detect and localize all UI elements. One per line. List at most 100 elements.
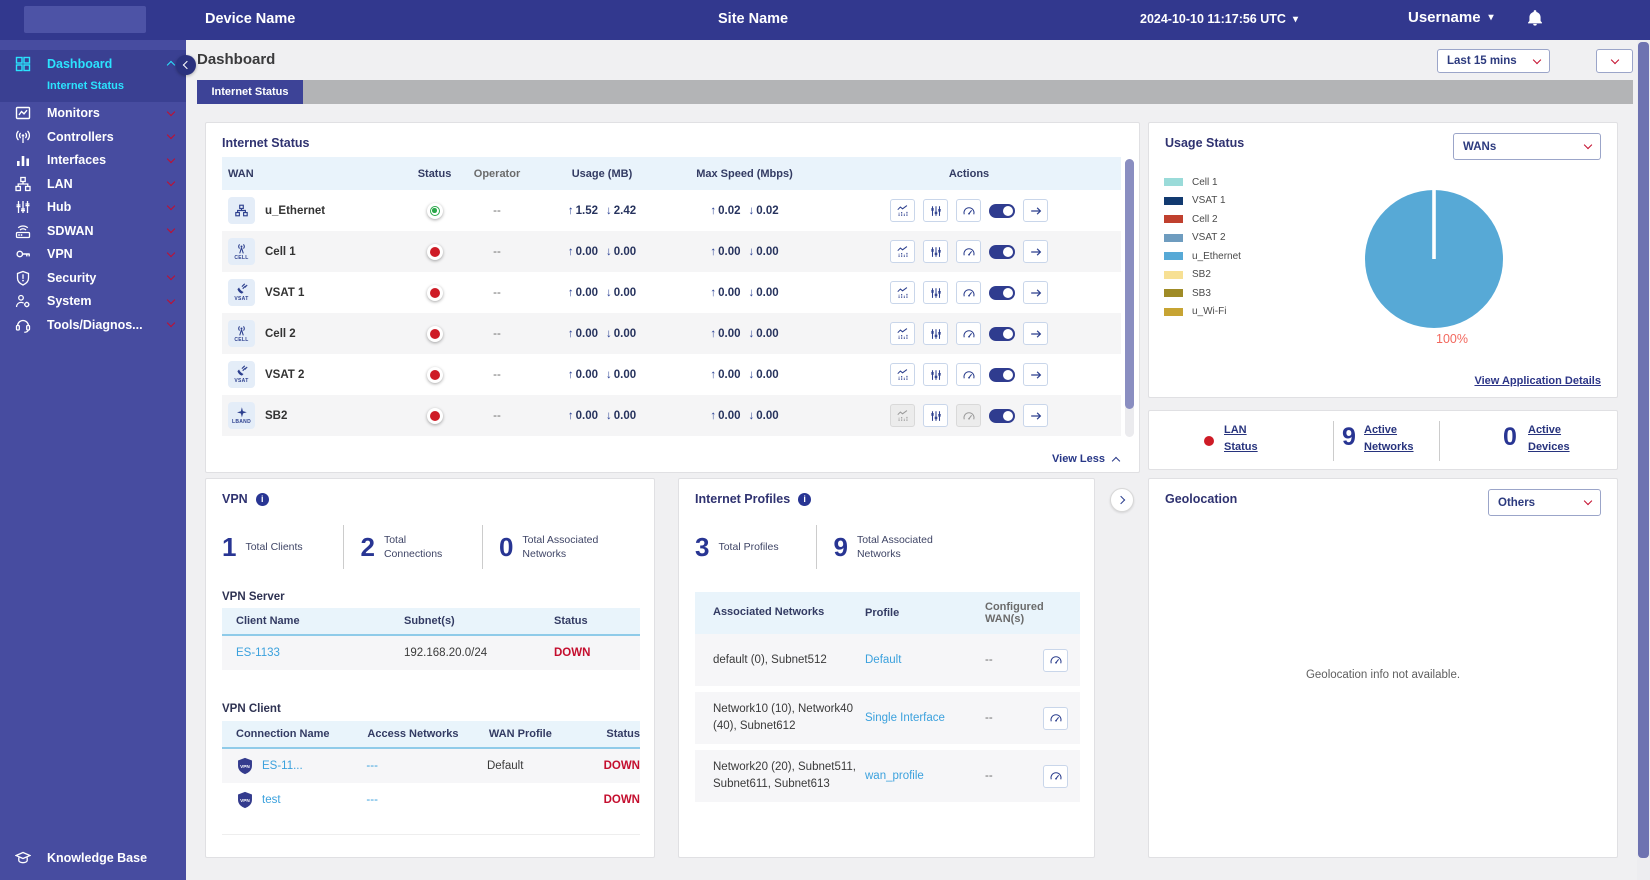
divider: [343, 525, 345, 569]
legend-item-cell-2: Cell 2: [1164, 210, 1241, 229]
enable-toggle[interactable]: [989, 203, 1015, 218]
geolocation-filter-select[interactable]: Others: [1488, 489, 1601, 516]
gauge-action-button[interactable]: [956, 363, 981, 386]
expand-profiles-button[interactable]: [1110, 488, 1134, 512]
sidebar-item-label: Controllers: [47, 129, 114, 144]
wan-name: Cell 2: [265, 327, 296, 340]
details-arrow-button[interactable]: [1023, 404, 1048, 427]
status-cell: [407, 202, 462, 219]
chevron-down-icon: [166, 154, 176, 163]
sidebar-item-vpn[interactable]: VPN: [0, 243, 186, 267]
username-menu[interactable]: Username ▾: [1408, 9, 1494, 26]
connection-name-link[interactable]: test: [262, 794, 281, 806]
connection-name-link[interactable]: ES-11...: [262, 760, 303, 772]
details-arrow-button[interactable]: [1023, 199, 1048, 222]
sidebar-item-dashboard[interactable]: Dashboard: [0, 52, 186, 76]
legend-item-sb3: SB3: [1164, 284, 1241, 303]
profile-link[interactable]: wan_profile: [865, 770, 924, 782]
username-label: Username: [1408, 9, 1481, 26]
gauge-action-button[interactable]: [956, 240, 981, 263]
operator-cell: --: [493, 245, 501, 258]
details-arrow-button[interactable]: [1023, 322, 1048, 345]
sliders-action-button[interactable]: [923, 199, 948, 222]
enable-toggle[interactable]: [989, 367, 1015, 382]
sliders-action-button[interactable]: [923, 322, 948, 345]
top-header: Device Name Site Name 2024-10-10 11:17:5…: [0, 0, 1650, 40]
page-scrollbar-thumb[interactable]: [1638, 42, 1649, 858]
sidebar-item-hub[interactable]: Hub: [0, 196, 186, 220]
sidebar-item-label: Interfaces: [47, 153, 107, 168]
chevron-down-icon: ▾: [1488, 12, 1494, 23]
legend-label: VSAT 2: [1192, 232, 1226, 244]
table-scrollbar: [1125, 159, 1134, 437]
sidebar-item-monitors[interactable]: Monitors: [0, 102, 186, 126]
gauge-action-button[interactable]: [1043, 706, 1068, 730]
sidebar-item-controllers[interactable]: Controllers: [0, 125, 186, 149]
stat-total-associated-networks: 9 Total Associated Networks: [833, 532, 938, 563]
time-filter-select[interactable]: Last 15 mins: [1437, 49, 1550, 73]
sidebar-item-security[interactable]: Security: [0, 266, 186, 290]
view-application-details-link[interactable]: View Application Details: [1474, 375, 1601, 387]
sidebar-item-sdwan[interactable]: SDWAN: [0, 219, 186, 243]
sidebar-collapse-button[interactable]: [176, 55, 196, 75]
sidebar-item-tools-diagnos[interactable]: Tools/Diagnos...: [0, 313, 186, 337]
legend-label: Cell 2: [1192, 213, 1218, 225]
info-icon[interactable]: i: [255, 492, 269, 506]
notifications-bell-icon[interactable]: [1526, 9, 1546, 29]
gauge-action-button[interactable]: [956, 281, 981, 304]
sidebar-item-system[interactable]: System: [0, 290, 186, 314]
gauge-action-button[interactable]: [1043, 648, 1068, 672]
sidebar-subitem-internet-status[interactable]: Internet Status: [47, 80, 125, 92]
tab-internet-status[interactable]: Internet Status: [197, 80, 303, 104]
client-name-link[interactable]: ES-1133: [236, 647, 280, 659]
datetime-dropdown[interactable]: 2024-10-10 11:17:56 UTC ▾: [1140, 12, 1298, 26]
lan-status-link[interactable]: LAN Status: [1224, 424, 1258, 454]
profile-row: Network20 (20), Subnet511, Subnet611, Su…: [695, 750, 1080, 802]
info-icon[interactable]: i: [798, 492, 812, 506]
enable-toggle[interactable]: [989, 326, 1015, 341]
upload-arrow-icon: ↑: [710, 204, 717, 217]
sliders-action-button[interactable]: [923, 363, 948, 386]
table-scrollbar-thumb[interactable]: [1125, 159, 1134, 409]
chart-action-button[interactable]: [890, 281, 915, 304]
sidebar-item-interfaces[interactable]: Interfaces: [0, 149, 186, 173]
profile-link[interactable]: Default: [865, 654, 902, 666]
sliders-action-button[interactable]: [923, 281, 948, 304]
details-arrow-button[interactable]: [1023, 240, 1048, 263]
chart-action-button[interactable]: [890, 199, 915, 222]
usage-cell: ↑ 0.00 ↓ 0.00: [567, 409, 637, 422]
sidebar-item-label: Tools/Diagnos...: [47, 317, 143, 332]
view-less-link[interactable]: View Less: [1052, 453, 1121, 465]
enable-toggle[interactable]: [989, 285, 1015, 300]
page-scrollbar: [1637, 40, 1650, 880]
vpn-server-row: ES-1133 192.168.20.0/24 DOWN: [222, 636, 640, 670]
lband-icon: LBAND: [228, 402, 255, 429]
download-arrow-icon: ↓: [748, 204, 755, 217]
status-down-icon: [426, 284, 443, 301]
gauge-action-button[interactable]: [956, 322, 981, 345]
sliders-action-button[interactable]: [923, 404, 948, 427]
chart-action-button[interactable]: [890, 322, 915, 345]
usage-filter-select[interactable]: WANs: [1453, 133, 1601, 160]
sidebar-item-knowledge-base[interactable]: Knowledge Base: [15, 849, 147, 866]
svg-text:VPN: VPN: [240, 764, 250, 770]
gauge-action-button[interactable]: [956, 199, 981, 222]
active-devices-link[interactable]: Active Devices: [1528, 424, 1570, 454]
chart-action-button[interactable]: [890, 240, 915, 263]
sidebar-item-lan[interactable]: LAN: [0, 172, 186, 196]
usage-status-panel: Usage Status WANs Cell 1 VSAT 1 Cell 2 VSAT…: [1148, 122, 1618, 398]
sliders-action-button[interactable]: [923, 240, 948, 263]
geolocation-title: Geolocation: [1165, 492, 1238, 506]
stat-label: Total Associated Networks: [856, 533, 933, 560]
profile-link[interactable]: Single Interface: [865, 712, 945, 724]
active-networks-link[interactable]: Active Networks: [1364, 424, 1414, 454]
chart-action-button[interactable]: [890, 363, 915, 386]
enable-toggle[interactable]: [989, 408, 1015, 423]
details-arrow-button[interactable]: [1023, 363, 1048, 386]
status-cell: DOWN: [603, 794, 640, 806]
gauge-action-button[interactable]: [1043, 764, 1068, 788]
enable-toggle[interactable]: [989, 244, 1015, 259]
details-arrow-button[interactable]: [1023, 281, 1048, 304]
upload-arrow-icon: ↑: [710, 368, 717, 381]
refresh-dropdown-button[interactable]: [1596, 49, 1633, 73]
